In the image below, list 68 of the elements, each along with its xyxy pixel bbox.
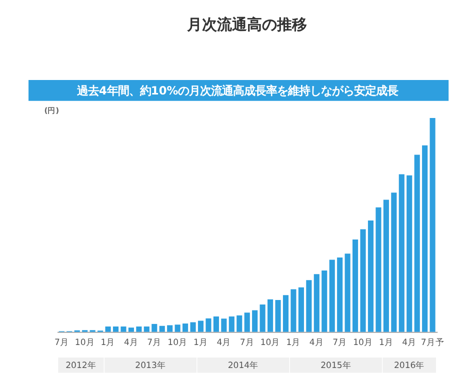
bar	[398, 174, 404, 332]
bar	[260, 304, 266, 332]
bar	[182, 324, 188, 332]
bar	[352, 239, 358, 332]
bar	[406, 175, 412, 332]
bar	[344, 254, 350, 332]
bar	[198, 320, 204, 332]
bar	[314, 274, 320, 332]
bar	[376, 207, 382, 332]
bar	[422, 145, 428, 332]
x-tick-label: 1月	[194, 338, 208, 348]
x-tick-label: 1月	[378, 338, 394, 348]
x-tick-label: 10月	[168, 338, 188, 348]
x-tick-label: 1月	[100, 338, 116, 348]
x-tick-label: 7月	[332, 338, 348, 348]
bar	[152, 324, 158, 332]
bar	[383, 200, 389, 332]
bar	[213, 316, 219, 332]
bar	[136, 326, 142, 332]
bar	[275, 300, 281, 332]
bar	[329, 260, 335, 332]
bar	[414, 154, 420, 332]
text: 2013年	[135, 360, 166, 371]
bar	[221, 318, 227, 332]
bar	[228, 316, 234, 332]
bar	[120, 326, 126, 332]
bar	[206, 318, 212, 332]
bar	[105, 326, 111, 332]
x-tick-label: 10月	[353, 338, 373, 348]
bar	[368, 220, 374, 332]
bar	[290, 289, 296, 332]
bar	[128, 328, 134, 332]
bar	[167, 325, 173, 332]
y-axis-title: (円)	[44, 106, 60, 115]
bar	[190, 322, 196, 332]
x-tick-label: 10月	[260, 338, 280, 348]
bar	[360, 229, 366, 332]
x-tick-label: 4月	[402, 338, 417, 348]
bar	[112, 326, 119, 332]
x-tick-label: 7月	[54, 338, 69, 348]
x-tick-label: 4月	[216, 338, 232, 348]
chart-subtitle: 過去4年間、約10%の月次流通高成長率を維持しながら安定成長	[76, 83, 398, 98]
bar	[298, 287, 304, 332]
bar	[244, 312, 250, 332]
bar	[236, 315, 242, 332]
bar	[144, 326, 150, 332]
bar	[306, 280, 312, 332]
bar	[282, 295, 289, 332]
x-tick-label: 4月	[124, 338, 138, 348]
x-tick-label: 7月	[240, 338, 254, 348]
bar	[337, 257, 343, 332]
bar	[391, 192, 397, 332]
text: 2015年	[320, 360, 352, 371]
bar	[322, 270, 328, 332]
x-tick-label: 7月	[147, 338, 162, 348]
bar	[430, 118, 436, 332]
chart-title: 月次流通高の推移	[186, 16, 308, 34]
bar	[159, 326, 165, 332]
bar	[268, 299, 274, 332]
bar	[174, 324, 180, 332]
x-tick-label: 10月	[74, 338, 95, 348]
x-tick-label: 4月	[309, 338, 324, 348]
text: 2016年	[394, 360, 425, 371]
bar	[252, 310, 258, 332]
text: 2014年	[228, 360, 259, 371]
text: 2012年	[66, 360, 96, 371]
x-tick-label: 1月	[286, 338, 301, 348]
x-tick-label: 7月予	[420, 337, 444, 348]
